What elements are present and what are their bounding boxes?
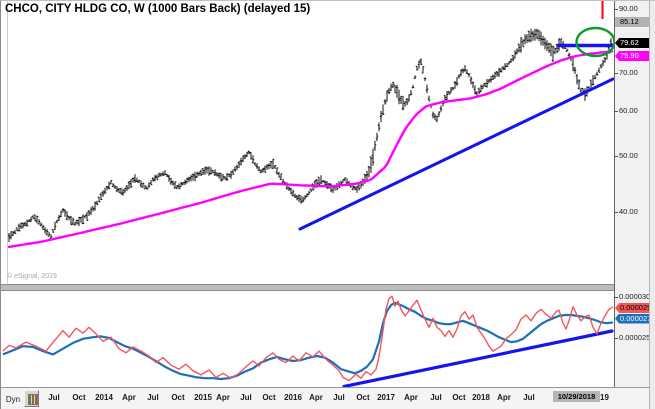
y-axis-label: 70.00 (615, 69, 638, 77)
x-axis-label: Jul (430, 393, 442, 402)
tick-mark (615, 155, 618, 157)
tick-mark (615, 337, 618, 339)
y-axis-label: 0.000025 (615, 334, 650, 342)
partial-year-label: 19 (600, 393, 609, 402)
time-axis[interactable]: Dyn Jul Oct 2014 Apr Jul Oct 2015 Apr Jul Oct 2016… (1, 387, 655, 409)
x-axis-label: 2016 (284, 393, 302, 402)
x-axis-label: Oct (452, 393, 466, 402)
x-axis-label: Apr (497, 393, 511, 402)
esignal-watermark: © eSignal, 2019 (7, 273, 57, 280)
tick-mark (615, 296, 618, 298)
y-axis-label: 0.000030 (615, 293, 650, 301)
plot-border-left (7, 1, 8, 285)
tick-mark (615, 110, 618, 112)
x-axis-label: Jul (240, 393, 252, 402)
x-axis-label: Jul (523, 393, 535, 402)
x-axis-label: 2017 (377, 393, 395, 402)
price-chart-panel[interactable] (1, 1, 614, 285)
x-axis-label: Jul (147, 393, 159, 402)
open-close-ticks (7, 30, 613, 239)
x-axis-label: Oct (262, 393, 276, 402)
highlighted-date-label: 10/29/2018 (553, 391, 600, 402)
panel-separator[interactable] (1, 284, 655, 291)
x-axis-label: 2018 (472, 393, 490, 402)
x-axis-label: Oct (72, 393, 86, 402)
y-axis-label: 40.00 (615, 208, 638, 216)
symbol-title: CHCO, CITY HLDG CO, W (1000 Bars Back) (… (5, 3, 311, 15)
oscillator-fast-line (2, 295, 614, 382)
axis-settings-button[interactable] (24, 390, 39, 407)
uptrend-line[interactable] (298, 77, 614, 231)
oscillator-slow-line (2, 301, 614, 381)
oscillator-canvas[interactable] (1, 291, 614, 387)
x-axis-label: Jul (333, 393, 345, 402)
tick-mark (615, 72, 618, 74)
moving-average-line (7, 50, 614, 249)
price-axis[interactable]: 90.00 70.00 60.00 50.00 40.00 85.12 79.62 75.90… (614, 1, 650, 387)
price-badge: 0.000029 (615, 303, 650, 313)
window-right-gutter (649, 1, 655, 409)
x-axis-label: Jul (48, 393, 60, 402)
y-axis-label: 60.00 (615, 107, 638, 115)
tick-mark (615, 8, 618, 10)
price-badge: 85.12 (615, 17, 650, 27)
x-axis-label: Apr (122, 393, 136, 402)
price-badge: 0.000027 (615, 313, 650, 324)
price-badge: 79.62 (615, 38, 650, 48)
x-axis-label: 2014 (95, 393, 113, 402)
price-badge: 75.90 (615, 51, 650, 61)
y-axis-label: 50.00 (615, 152, 638, 160)
oscillator-trendline[interactable] (342, 329, 614, 387)
price-bars (8, 28, 612, 243)
x-axis-label: Oct (171, 393, 185, 402)
y-axis-label: 90.00 (615, 5, 638, 13)
x-axis-label: Apr (216, 393, 230, 402)
calendar-icon (28, 394, 38, 405)
oscillator-panel[interactable] (1, 291, 614, 387)
x-axis-label: Apr (309, 393, 323, 402)
price-chart-canvas[interactable] (1, 1, 614, 285)
x-axis-label: Oct (356, 393, 370, 402)
dyn-scale-button[interactable]: Dyn (5, 395, 21, 404)
tick-mark (615, 211, 618, 213)
breakout-ellipse[interactable] (575, 26, 615, 58)
x-axis-label: Apr (404, 393, 418, 402)
x-axis-label: 2015 (194, 393, 212, 402)
